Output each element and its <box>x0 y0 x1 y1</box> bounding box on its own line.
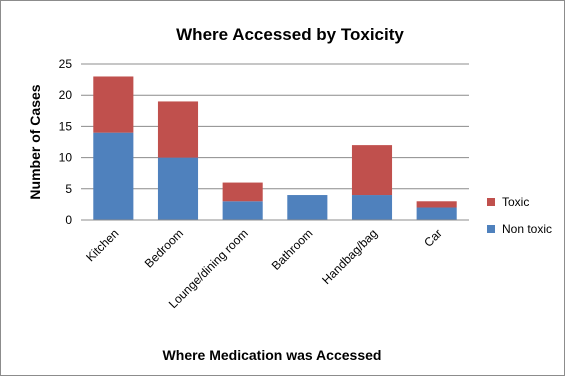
bar-toxic <box>416 201 457 208</box>
chart-title: Where Accessed by Toxicity <box>176 25 404 44</box>
y-tick-label: 10 <box>59 151 73 165</box>
bar-non-toxic <box>157 157 199 220</box>
x-tick-label: Bathroom <box>269 226 316 273</box>
bar-non-toxic <box>351 195 393 220</box>
bar-toxic <box>157 101 199 158</box>
x-tick-label: Handbag/bag <box>319 226 380 287</box>
x-tick-label: Kitchen <box>83 226 121 264</box>
y-axis-ticks: 0 5 10 15 20 25 <box>59 57 73 227</box>
x-tick-label: Car <box>421 226 445 250</box>
y-tick-label: 0 <box>65 213 72 227</box>
y-axis-label: Number of Cases <box>27 84 43 199</box>
bars <box>93 76 457 220</box>
bar-toxic <box>222 182 263 202</box>
legend: Toxic Non toxic <box>487 195 552 236</box>
y-tick-label: 25 <box>59 57 73 71</box>
bar-non-toxic <box>287 195 328 220</box>
y-tick-label: 15 <box>59 119 73 133</box>
legend-label: Non toxic <box>502 222 552 236</box>
y-tick-label: 20 <box>59 88 73 102</box>
bar-toxic <box>93 76 134 133</box>
bar-non-toxic <box>93 132 134 220</box>
x-axis-label: Where Medication was Accessed <box>163 347 382 363</box>
legend-swatch <box>487 198 495 206</box>
legend-label: Toxic <box>502 195 529 209</box>
x-tick-label: Bedroom <box>142 226 186 270</box>
legend-swatch <box>487 225 495 233</box>
bar-non-toxic <box>416 207 457 220</box>
bar-toxic <box>351 145 393 196</box>
gridlines <box>81 63 469 190</box>
y-tick-label: 5 <box>65 182 72 196</box>
bar-non-toxic <box>222 201 263 220</box>
